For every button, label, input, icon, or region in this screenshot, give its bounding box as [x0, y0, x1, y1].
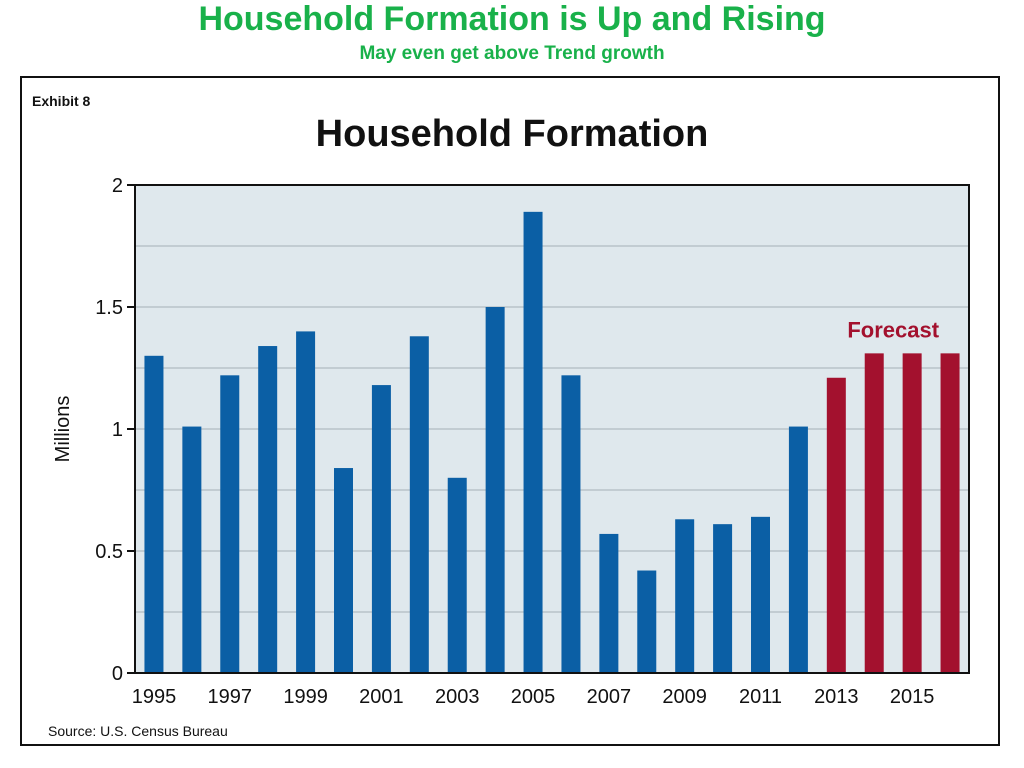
x-tick-label: 2015 [890, 686, 935, 708]
forecast-bar-2013 [826, 377, 846, 673]
y-tick-label: 0.5 [95, 541, 123, 563]
bar-2002 [409, 336, 429, 673]
y-tick-label: 1 [112, 419, 123, 441]
bars [144, 211, 960, 673]
bar-2012 [788, 426, 808, 673]
forecast-bar-2014 [864, 353, 884, 673]
y-axis: 0 0.5 1 1.5 2 [95, 175, 135, 685]
bar-2011 [751, 516, 770, 673]
bar-2007 [599, 533, 619, 673]
bar-1995 [144, 355, 164, 673]
bar-1999 [296, 331, 316, 673]
x-tick-label: 1997 [208, 686, 253, 708]
bar-2009 [675, 519, 695, 673]
bar-1997 [220, 375, 240, 673]
bar-2003 [447, 477, 467, 673]
household-formation-chart: Exhibit 8 Household Formation 00.511.52 … [32, 93, 970, 739]
bar-2005 [523, 211, 543, 673]
bar-2006 [561, 375, 581, 673]
bar-2001 [371, 385, 391, 673]
y-axis-label: Millions [52, 396, 74, 463]
bar-2008 [637, 570, 657, 673]
y-tick-label: 1.5 [95, 297, 123, 319]
chart-title: Household Formation [316, 113, 709, 155]
x-tick-label: 1995 [132, 686, 177, 708]
exhibit-label: Exhibit 8 [32, 93, 91, 109]
source-note: Source: U.S. Census Bureau [48, 723, 228, 739]
x-tick-label: 2009 [662, 686, 707, 708]
bar-1996 [182, 426, 202, 673]
forecast-bar-2016 [940, 353, 960, 673]
exhibit-frame: Exhibit 8 Household Formation 0 0.5 1 1.5 2 … [20, 76, 1000, 746]
y-tick-label: 0 [112, 663, 123, 685]
x-tick-label: 2011 [739, 686, 782, 708]
x-tick-label: 2013 [814, 686, 859, 708]
slide-title: Household Formation is Up and Rising [198, 0, 826, 38]
bar-1998 [258, 346, 278, 673]
forecast-bar-2015 [902, 353, 922, 673]
x-tick-label: 2007 [587, 686, 632, 708]
x-tick-label: 2001 [359, 686, 404, 708]
bar-2000 [334, 468, 353, 673]
forecast-annotation: Forecast [847, 317, 939, 342]
x-tick-label: 1999 [283, 686, 328, 708]
x-tick-label: 2005 [511, 686, 556, 708]
y-tick-label: 2 [112, 175, 123, 197]
x-axis: 1995 1997 1999 2001 2003 2005 2007 2009 2011 2013… [132, 686, 935, 708]
bar-2004 [485, 307, 505, 673]
slide-subtitle: May even get above Trend growth [359, 43, 665, 64]
bar-2010 [713, 524, 733, 673]
x-tick-label: 2003 [435, 686, 480, 708]
